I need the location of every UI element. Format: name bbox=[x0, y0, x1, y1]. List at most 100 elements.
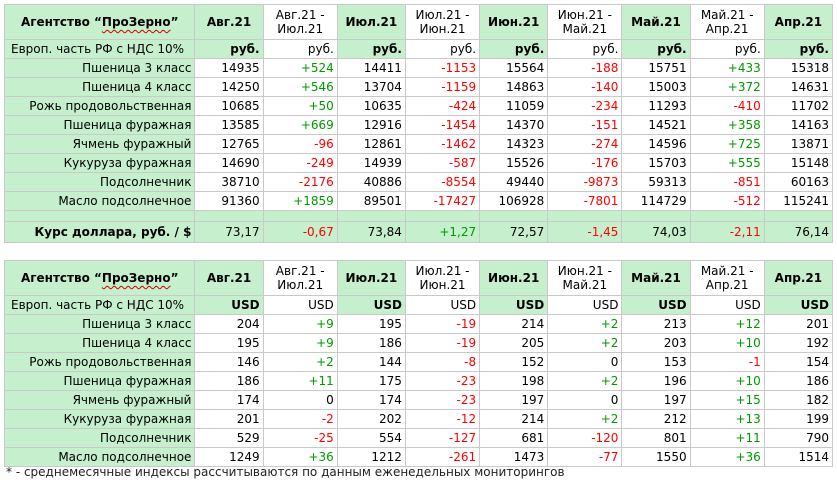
price-value: 15703 bbox=[621, 153, 691, 173]
commodity-label: Ячмень фуражный bbox=[3, 134, 196, 154]
commodity-label: Подсолнечник bbox=[3, 428, 196, 448]
price-value: 174 bbox=[194, 390, 264, 410]
change-value: -8 bbox=[404, 352, 481, 372]
price-value: 14596 bbox=[621, 134, 691, 154]
price-value: 175 bbox=[336, 371, 406, 391]
month-column-header: Июн.21 bbox=[479, 260, 549, 296]
change-value: -151 bbox=[547, 115, 623, 135]
price-value: 174 bbox=[336, 390, 406, 410]
unit-label: USD bbox=[194, 295, 264, 315]
price-value: 14939 bbox=[336, 153, 406, 173]
price-value: 13585 bbox=[194, 115, 264, 135]
table-row: Пшеница 3 класс 14935 +524 14411 -1153 15564-… bbox=[3, 58, 834, 78]
month-column-header: Авг.21 bbox=[194, 260, 264, 296]
agency-name: ПроЗерно bbox=[101, 271, 171, 285]
units-row: Европ. часть РФ с НДС 10% руб. руб. руб. руб… bbox=[3, 39, 834, 59]
price-value: 203 bbox=[621, 333, 691, 353]
period-label: Май.21 - bbox=[700, 264, 754, 278]
price-value: 15148 bbox=[763, 153, 834, 173]
change-value: +50 bbox=[262, 96, 338, 116]
change-value: -1454 bbox=[404, 115, 481, 135]
change-value: -140 bbox=[547, 77, 623, 97]
rate-value: 73,84 bbox=[336, 221, 406, 243]
region-label: Европ. часть РФ с НДС 10% bbox=[3, 295, 196, 315]
commodity-label: Кукуруза фуражная bbox=[3, 409, 196, 429]
change-column-header: Авг.21 - Июл.21 bbox=[262, 4, 338, 40]
price-value: 15564 bbox=[479, 58, 549, 78]
spacer-cell bbox=[194, 210, 264, 222]
change-value: -188 bbox=[547, 58, 623, 78]
price-value: 114729 bbox=[621, 191, 691, 211]
price-value: 1473 bbox=[479, 447, 549, 467]
agency-title: Агентство “ПроЗерно” bbox=[3, 260, 196, 296]
change-value: +2 bbox=[547, 371, 623, 391]
period-label: Июн.21 bbox=[488, 271, 540, 285]
change-value: -274 bbox=[547, 134, 623, 154]
period-label: Июн.21 bbox=[419, 278, 466, 292]
change-value: -1462 bbox=[404, 134, 481, 154]
agency-prefix: Агентство “ bbox=[20, 271, 102, 285]
unit-label: USD bbox=[547, 295, 623, 315]
prices-rub-table: Агентство “ПроЗерно” Авг.21 Авг.21 - Июл.21… bbox=[3, 4, 834, 243]
price-value: 13704 bbox=[336, 77, 406, 97]
table-row: Пшеница 3 класс 204 +9 195 -19 214 +2 213 +12 201 bbox=[3, 314, 834, 334]
period-label: Июл.21 bbox=[345, 271, 398, 285]
change-value: -234 bbox=[547, 96, 623, 116]
change-value: -96 bbox=[262, 134, 338, 154]
change-column-header: Июн.21 - Май.21 bbox=[547, 260, 623, 296]
rate-change-value: +1,27 bbox=[404, 221, 481, 243]
change-column-header: Июн.21 - Май.21 bbox=[547, 4, 623, 40]
commodity-label: Кукуруза фуражная bbox=[3, 153, 196, 173]
price-value: 214 bbox=[479, 314, 549, 334]
change-value: -851 bbox=[689, 172, 765, 192]
spacer-cell bbox=[621, 210, 691, 222]
period-label: Авг.21 - bbox=[275, 8, 325, 22]
change-value: +725 bbox=[689, 134, 765, 154]
price-value: 212 bbox=[621, 409, 691, 429]
commodity-label: Рожь продовольственная bbox=[3, 96, 196, 116]
agency-suffix: ” bbox=[170, 271, 179, 285]
header-row: Агентство “ПроЗерно” Авг.21 Авг.21 - Июл.21… bbox=[3, 4, 834, 40]
change-value: +9 bbox=[262, 333, 338, 353]
change-value: -127 bbox=[404, 428, 481, 448]
change-value: +9 bbox=[262, 314, 338, 334]
change-value: +433 bbox=[689, 58, 765, 78]
spacer-cell bbox=[262, 210, 338, 222]
commodity-label: Пшеница фуражная bbox=[3, 115, 196, 135]
table-row: Рожь продовольственная 146 +2 144 -8 152 0 153-… bbox=[3, 352, 834, 372]
price-value: 1212 bbox=[336, 447, 406, 467]
spacer-cell bbox=[336, 210, 406, 222]
spacer-cell bbox=[404, 210, 481, 222]
table-row: Масло подсолнечное 1249 +36 1212 -261 1473 -77… bbox=[3, 447, 834, 467]
unit-label: руб. bbox=[262, 39, 338, 59]
price-value: 201 bbox=[763, 314, 834, 334]
change-value: -424 bbox=[404, 96, 481, 116]
change-column-header: Авг.21 - Июл.21 bbox=[262, 260, 338, 296]
price-value: 154 bbox=[763, 352, 834, 372]
change-value: +11 bbox=[262, 371, 338, 391]
price-value: 146 bbox=[194, 352, 264, 372]
unit-label: USD bbox=[336, 295, 406, 315]
price-value: 202 bbox=[336, 409, 406, 429]
price-value: 15526 bbox=[479, 153, 549, 173]
period-label: Май.21 bbox=[562, 278, 608, 292]
month-column-header: Май.21 bbox=[621, 260, 691, 296]
change-value: +10 bbox=[689, 333, 765, 353]
change-column-header: Май.21 - Апр.21 bbox=[689, 4, 765, 40]
price-value: 201 bbox=[194, 409, 264, 429]
agency-name: ПроЗерно bbox=[101, 15, 171, 29]
price-value: 115241 bbox=[763, 191, 834, 211]
rate-change-value: -0,67 bbox=[262, 221, 338, 243]
commodity-label: Пшеница 3 класс bbox=[3, 314, 196, 334]
price-value: 38710 bbox=[194, 172, 264, 192]
table-row: Пшеница фуражная 186 +11 175 -23 198 +2 196 +10 1… bbox=[3, 371, 834, 391]
price-value: 790 bbox=[763, 428, 834, 448]
change-value: -2 bbox=[262, 409, 338, 429]
price-value: 144 bbox=[336, 352, 406, 372]
price-value: 14323 bbox=[479, 134, 549, 154]
table-row: Кукуруза фуражная 201 -2 202 -12 214 +2 212 +13 1… bbox=[3, 409, 834, 429]
change-value: +669 bbox=[262, 115, 338, 135]
commodity-label: Пшеница 3 класс bbox=[3, 58, 196, 78]
price-value: 199 bbox=[763, 409, 834, 429]
commodity-label: Пшеница фуражная bbox=[3, 371, 196, 391]
